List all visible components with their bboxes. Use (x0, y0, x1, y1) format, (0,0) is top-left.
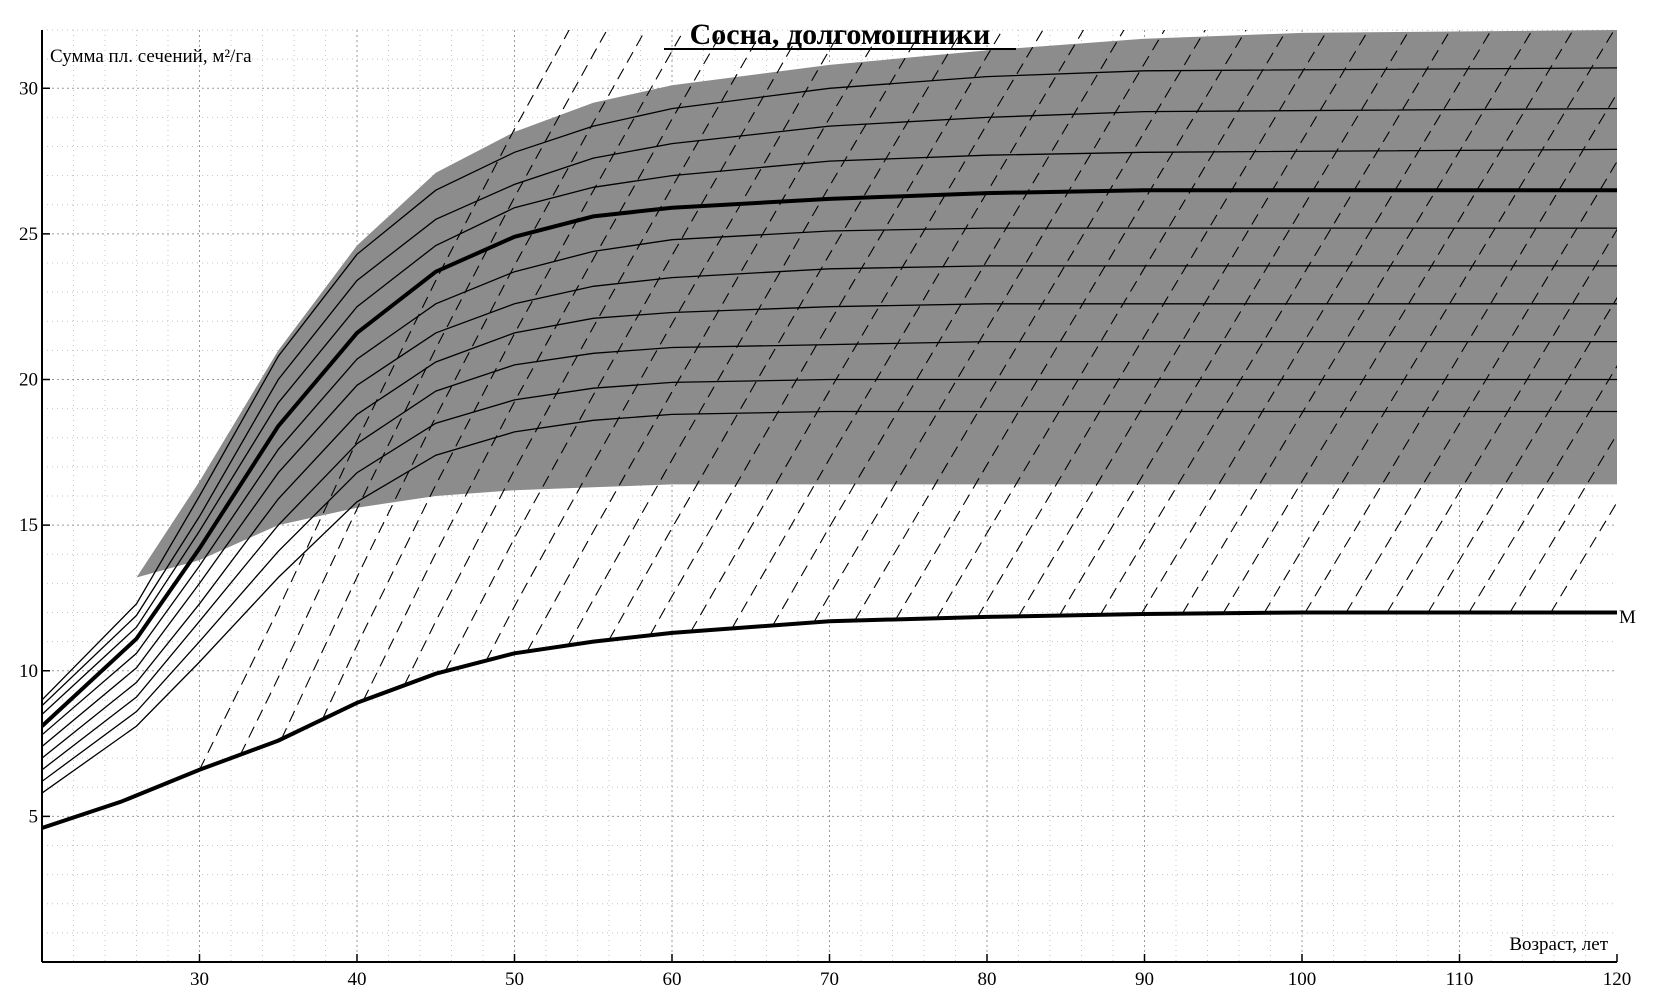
dashed-curve (977, 30, 1329, 618)
series-curves (42, 67, 1617, 830)
y-axis-label: Сумма пл. сечений, м²/га (50, 46, 252, 67)
dashed-curve (526, 30, 883, 652)
dashed-curve (1304, 92, 1617, 613)
dashed-curve (403, 30, 764, 686)
y-tick-label: 15 (19, 515, 38, 536)
shaded-area (136, 30, 1617, 578)
dashed-curve (854, 30, 1206, 621)
dashed-curve (1140, 30, 1492, 615)
series-line (42, 378, 1617, 782)
shaded-band (136, 30, 1617, 578)
series-line (42, 148, 1617, 715)
x-tick-label: 60 (663, 969, 682, 990)
dashed-curve (1099, 30, 1452, 616)
dashed-curve (1181, 30, 1533, 614)
x-tick-label: 100 (1288, 969, 1317, 990)
dashed-curve (772, 30, 1125, 626)
y-tick-label: 5 (29, 806, 39, 827)
dashed-curve (731, 30, 1085, 629)
dashed-curve (199, 30, 570, 771)
series-line (42, 188, 1617, 728)
series-line (42, 227, 1617, 736)
dashed-curve (1550, 501, 1617, 613)
dashed-curve (690, 30, 1044, 632)
y-tick-label: 10 (19, 661, 38, 682)
dashed-curves (199, 30, 1617, 771)
y-tick-label: 30 (19, 78, 38, 99)
series-line (42, 265, 1617, 747)
dashed-curve (485, 30, 842, 661)
dashed-curve (1386, 228, 1617, 613)
dashed-curve (239, 30, 608, 755)
x-tick-label: 90 (1135, 969, 1154, 990)
series-line (42, 303, 1617, 759)
x-tick-label: 30 (190, 969, 209, 990)
dashed-curve (1058, 30, 1411, 616)
x-tick-label: 80 (978, 969, 997, 990)
x-axis-label: Возраст, лет (1509, 934, 1608, 955)
x-tick-label: 120 (1603, 969, 1632, 990)
dashed-curve (1018, 30, 1370, 617)
x-tick-label: 40 (348, 969, 367, 990)
dashed-curve (1345, 160, 1617, 613)
series-line (42, 67, 1617, 701)
dashed-curve (1222, 30, 1574, 614)
tick-labels: 30 40 50 60 70 80 90 100 110 120 5 10 15 20 25 30 (19, 78, 1631, 990)
dashed-curve (936, 30, 1288, 619)
x-tick-label: 70 (820, 969, 839, 990)
dashed-curve (813, 30, 1166, 623)
dashed-curve (649, 30, 1004, 636)
chart-title: Сосна, долгомошники (690, 18, 991, 51)
dashed-curve (1263, 30, 1615, 614)
series-line (42, 107, 1617, 707)
dashed-curve (280, 30, 646, 740)
dashed-curve (895, 30, 1247, 620)
dashed-curve (1427, 296, 1617, 613)
dashed-curve (567, 30, 923, 646)
dashed-curve (444, 30, 803, 672)
min-line (42, 610, 1617, 830)
min-line-label: М (1619, 607, 1636, 628)
series-line (42, 340, 1617, 771)
y-tick-label: 20 (19, 370, 38, 391)
series-line (42, 410, 1617, 794)
y-tick-label: 25 (19, 224, 38, 245)
x-tick-label: 50 (505, 969, 524, 990)
dashed-curve (608, 30, 963, 641)
x-tick-label: 110 (1446, 969, 1474, 990)
